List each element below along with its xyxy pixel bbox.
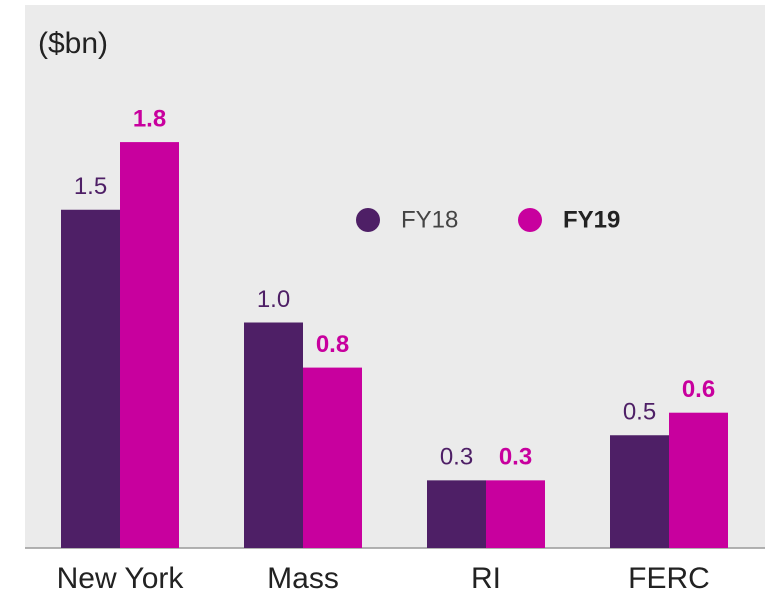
bar: [120, 142, 179, 548]
value-label: 0.3: [440, 444, 473, 471]
x-tick-label: FERC: [628, 562, 710, 594]
value-label: 1.0: [257, 286, 290, 313]
legend-swatch: [518, 208, 542, 232]
value-label: 0.6: [682, 376, 715, 403]
bar: [61, 209, 120, 548]
value-label: 0.5: [623, 399, 656, 426]
legend-label: FY19: [563, 206, 620, 233]
bar: [610, 435, 669, 548]
legend-swatch: [356, 208, 380, 232]
x-tick-label: New York: [57, 562, 185, 594]
axis-label: ($bn): [38, 27, 108, 60]
value-label: 1.8: [133, 105, 166, 132]
bar: [669, 412, 728, 548]
bar: [244, 322, 303, 548]
value-label: 0.8: [316, 331, 349, 358]
value-label: 0.3: [499, 444, 532, 471]
bar: [427, 480, 486, 548]
bar: [303, 367, 362, 548]
legend-label: FY18: [401, 206, 458, 233]
value-label: 1.5: [74, 173, 107, 200]
x-tick-label: Mass: [267, 562, 339, 594]
x-tick-label: RI: [471, 562, 501, 594]
bar: [486, 480, 545, 548]
